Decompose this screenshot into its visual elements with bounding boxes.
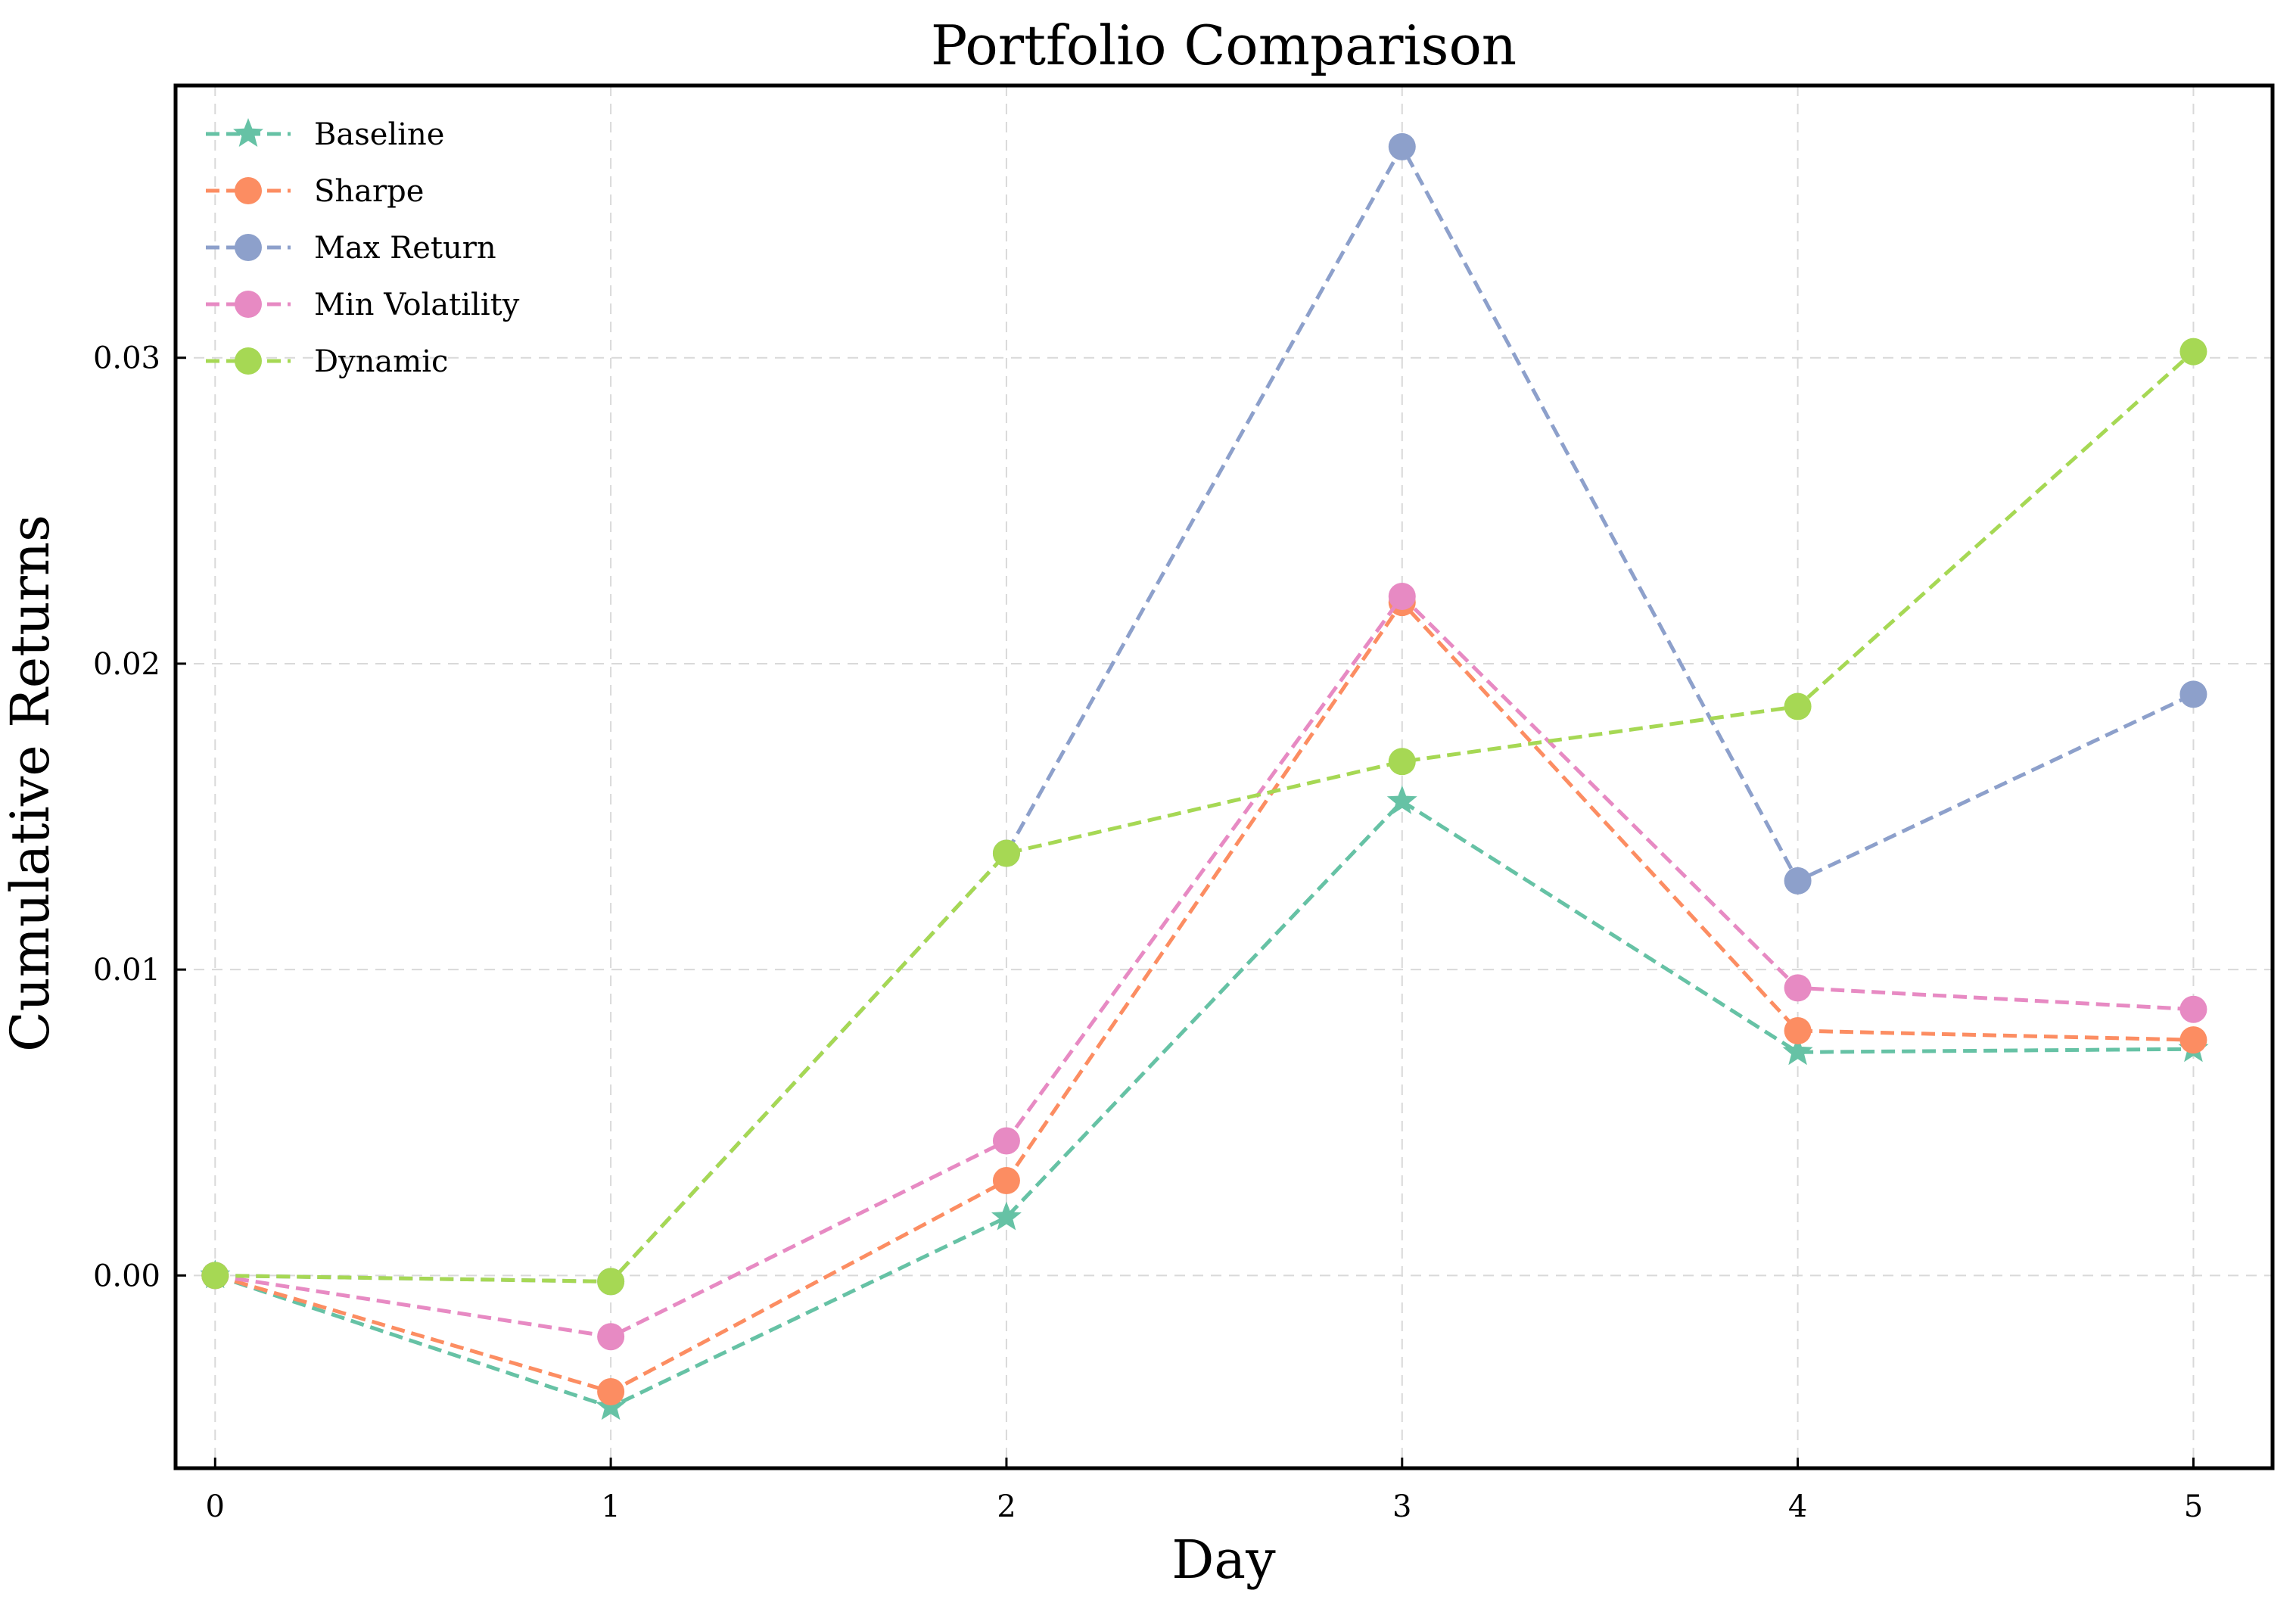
legend-marker <box>235 347 262 375</box>
data-point-max-return <box>2179 680 2207 708</box>
data-point-max-return <box>1388 132 1416 160</box>
series-line-dynamic <box>215 350 2195 1284</box>
legend: Baseline Sharpe Max Return Min Volatility Dy… <box>206 117 520 379</box>
data-point-sharpe <box>597 1377 625 1405</box>
y-tick-label: 0.00 <box>93 1259 160 1293</box>
plot-frame <box>173 83 2275 1470</box>
legend-marker <box>235 234 262 261</box>
x-tick-label: 2 <box>997 1489 1016 1524</box>
series-min-volatility <box>201 583 2207 1351</box>
data-point-baseline <box>1386 785 1417 814</box>
data-point-dynamic <box>1784 692 1812 720</box>
data-point-min-volatility <box>1784 974 1812 1002</box>
chart-title: Portfolio Comparison <box>931 14 1517 77</box>
data-point-dynamic <box>992 839 1020 867</box>
series-line-baseline <box>214 798 2194 1409</box>
legend-label: Sharpe <box>314 174 424 209</box>
legend-marker <box>233 118 263 147</box>
data-point-min-volatility <box>1388 583 1416 611</box>
series-layer <box>200 132 2209 1421</box>
data-point-dynamic <box>2179 338 2207 366</box>
x-axis-label: Day <box>1171 1529 1276 1591</box>
y-tick-label: 0.02 <box>93 647 160 682</box>
legend-marker <box>235 291 262 318</box>
data-point-dynamic <box>1388 748 1416 776</box>
data-point-baseline <box>596 1391 627 1421</box>
x-tick-label: 3 <box>1392 1489 1411 1524</box>
y-tick-label: 0.01 <box>93 953 160 988</box>
legend-label: Min Volatility <box>314 288 520 322</box>
data-point-min-volatility <box>597 1323 625 1351</box>
series-line-min-volatility <box>214 593 2194 1339</box>
x-tick-label: 0 <box>206 1489 225 1524</box>
data-point-sharpe <box>2179 1026 2207 1054</box>
data-point-max-return <box>1784 867 1812 895</box>
series-line-sharpe <box>214 599 2194 1394</box>
data-point-sharpe <box>1784 1016 1812 1044</box>
data-point-min-volatility <box>992 1127 1020 1155</box>
data-point-dynamic <box>597 1268 625 1296</box>
y-axis-label: Cumulative Returns <box>0 515 61 1052</box>
y-tick-label: 0.03 <box>93 341 160 376</box>
x-tick-label: 1 <box>601 1489 620 1524</box>
data-point-sharpe <box>992 1167 1020 1195</box>
legend-label: Dynamic <box>314 344 448 379</box>
legend-label: Baseline <box>314 117 444 152</box>
data-point-min-volatility <box>2179 995 2207 1023</box>
legend-item-dynamic: Dynamic <box>206 344 448 379</box>
legend-item-min-volatility: Min Volatility <box>206 288 520 322</box>
legend-item-max-return: Max Return <box>206 231 496 266</box>
x-ticks: 0 1 2 3 4 5 <box>206 1458 2203 1524</box>
series-dynamic <box>201 338 2207 1296</box>
x-tick-label: 5 <box>2184 1489 2203 1524</box>
data-point-dynamic <box>201 1262 229 1290</box>
y-ticks: 0.00 0.01 0.02 0.03 <box>93 341 186 1293</box>
legend-marker <box>235 177 262 204</box>
x-tick-label: 4 <box>1788 1489 1807 1524</box>
legend-label: Max Return <box>314 231 496 266</box>
data-point-baseline <box>1782 1036 1813 1066</box>
gridlines <box>176 86 2273 1468</box>
legend-item-sharpe: Sharpe <box>206 174 424 209</box>
legend-item-baseline: Baseline <box>206 117 444 152</box>
series-sharpe <box>201 589 2207 1405</box>
series-baseline <box>200 785 2209 1421</box>
data-point-baseline <box>991 1201 1022 1231</box>
